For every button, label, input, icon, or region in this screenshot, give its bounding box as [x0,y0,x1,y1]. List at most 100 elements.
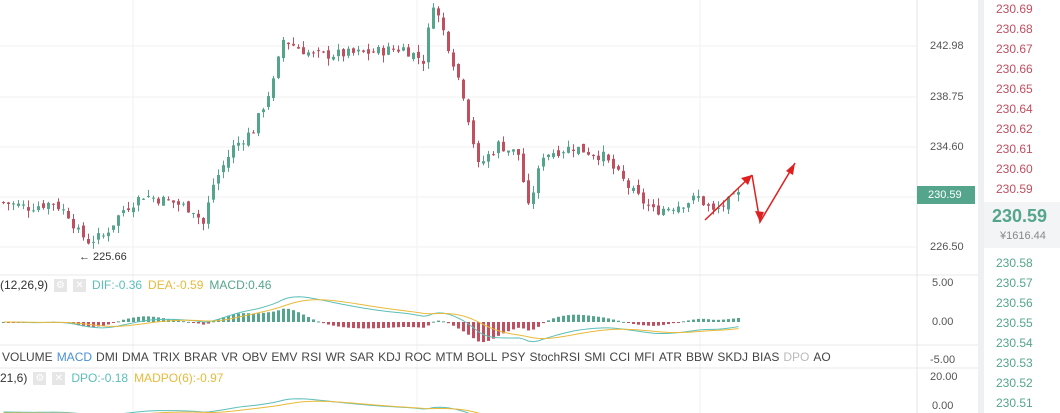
tab-psy[interactable]: PSY [501,350,526,364]
candle-body [147,195,150,197]
order-book: 230.59 ¥1616.44 230.69 230.68 230.67 230.66… [978,0,1060,413]
tab-emv[interactable]: EMV [271,350,298,364]
macd-bar [657,322,660,326]
ask-price[interactable]: 230.59 [996,182,1033,196]
tab-vr[interactable]: VR [221,350,239,364]
ask-price[interactable]: 230.64 [996,102,1033,116]
bid-price[interactable]: 230.52 [996,376,1033,390]
macd-bar [407,322,410,327]
candle-body [567,146,570,153]
macd-bar [187,321,190,323]
candle-body [82,225,85,238]
macd-bar [212,321,215,323]
candle-body [42,203,45,208]
macd-bar [332,322,335,326]
tab-atr[interactable]: ATR [658,350,682,364]
ask-price[interactable]: 230.60 [996,162,1033,176]
candle-body [177,201,180,205]
candle-body [702,196,705,206]
tab-roc[interactable]: ROC [404,350,432,364]
tab-dma[interactable]: DMA [122,350,149,364]
candle-body [412,52,415,60]
dpo-header: 21,6) ⚙ ✕ DPO:-0.18 MADPO(6):-0.97 [0,371,223,385]
candle-body [62,209,65,211]
macd-bar [667,322,670,325]
candle-body [492,154,495,156]
close-icon[interactable]: ✕ [73,278,87,292]
candle-body [602,151,605,162]
tab-mfi[interactable]: MFI [634,350,655,364]
close-icon[interactable]: ✕ [52,371,66,385]
tab-sar[interactable]: SAR [349,350,375,364]
candle-body [732,193,735,195]
macd-bar [482,322,485,343]
ask-price[interactable]: 230.68 [996,22,1033,36]
tab-ao[interactable]: AO [813,350,831,364]
bid-price[interactable]: 230.54 [996,336,1033,350]
settings-icon[interactable]: ⚙ [54,278,68,292]
candle-body [437,8,440,16]
macd-axis-label: -5.00 [930,354,956,366]
macd-bar [112,322,115,323]
tab-dpo[interactable]: DPO [783,350,810,364]
bid-price[interactable]: 230.57 [996,276,1033,290]
settings-icon[interactable]: ⚙ [33,371,47,385]
candle-body [232,145,235,158]
bid-price[interactable]: 230.53 [996,356,1033,370]
ask-price[interactable]: 230.69 [996,2,1033,16]
macd-bar [97,322,100,327]
ask-price[interactable]: 230.67 [996,42,1033,56]
ask-price[interactable]: 230.66 [996,62,1033,76]
candle-body [12,203,15,205]
candle-body [712,203,715,210]
macd-bar [207,322,210,324]
ask-price[interactable]: 230.61 [996,142,1033,156]
tab-dmi[interactable]: DMI [96,350,119,364]
candle-body [122,210,125,214]
macd-bar [582,315,585,322]
tab-bias[interactable]: BIAS [752,350,780,364]
tab-stochrsi[interactable]: StochRSI [529,350,581,364]
candle-body [257,113,260,134]
candle-body [427,27,430,63]
drawn-arrow [704,174,753,221]
candle-body [107,232,110,237]
candle-body [542,157,545,167]
candle-body [217,175,220,184]
tab-bbw[interactable]: BBW [686,350,714,364]
bid-price[interactable]: 230.51 [996,396,1033,410]
price-axis-label: 238.75 [930,91,964,103]
macd-bar [252,313,255,322]
tab-macd[interactable]: MACD [56,350,93,364]
price-chart[interactable] [0,0,980,413]
tab-wr[interactable]: WR [325,350,346,364]
tab-kdj[interactable]: KDJ [378,350,401,364]
dpo-params: 21,6) [0,371,28,385]
candle-body [342,49,345,57]
macd-bar [307,317,310,322]
ask-price[interactable]: 230.62 [996,122,1033,136]
candle-body [117,215,120,226]
tab-trix[interactable]: TRIX [152,350,181,364]
tab-obv[interactable]: OBV [242,350,268,364]
macd-bar [122,319,125,322]
bid-price[interactable]: 230.56 [996,296,1033,310]
last-price-box: 230.59 ¥1616.44 [984,202,1060,248]
macd-bar [347,322,350,328]
ask-price[interactable]: 230.65 [996,82,1033,96]
bid-price[interactable]: 230.58 [996,256,1033,270]
indicator-tabs: VOLUME MACD DMI DMA TRIX BRAR VR OBV EMV RSI WR SAR… [2,350,831,364]
tab-brar[interactable]: BRAR [184,350,218,364]
bid-price[interactable]: 230.55 [996,316,1033,330]
tab-rsi[interactable]: RSI [301,350,322,364]
tab-volume[interactable]: VOLUME [2,350,53,364]
candle-body [57,201,60,210]
macd-bar [237,313,240,322]
tab-boll[interactable]: BOLL [466,350,498,364]
candle-body [32,210,35,212]
tab-cci[interactable]: CCI [609,350,631,364]
tab-mtm[interactable]: MTM [435,350,463,364]
tab-skdj[interactable]: SKDJ [717,350,749,364]
macd-bar [142,316,145,322]
tab-smi[interactable]: SMI [584,350,606,364]
